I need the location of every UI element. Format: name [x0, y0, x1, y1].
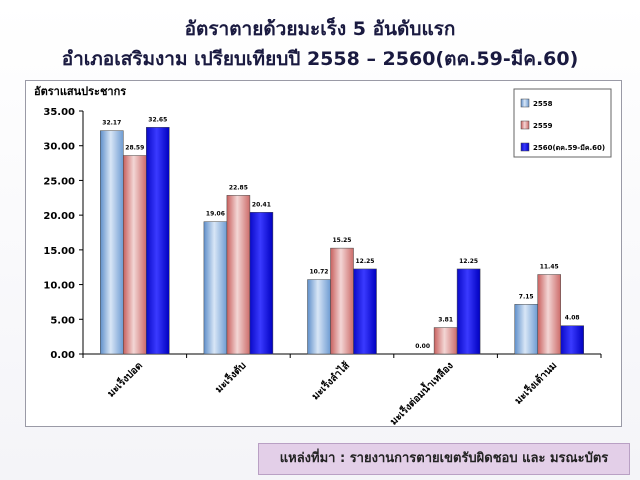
data-label: 12.25 [459, 258, 478, 265]
bar [433, 327, 458, 355]
data-label: 10.72 [310, 269, 329, 276]
data-label: 4.08 [565, 315, 580, 322]
bar [249, 212, 274, 355]
legend-swatch [520, 98, 530, 108]
bar [456, 268, 481, 355]
bar [537, 274, 561, 355]
data-label: 32.65 [148, 116, 167, 123]
slide-title: อัตราตายด้วยมะเร็ง 5 อันดับแรก [184, 18, 456, 40]
bar [514, 304, 538, 355]
bar [330, 247, 354, 355]
bar [307, 279, 331, 355]
data-label: 11.45 [540, 264, 559, 271]
data-label: 20.41 [252, 201, 271, 208]
y-tick-label: 30.00 [43, 142, 75, 153]
y-tick-label: 25.00 [43, 176, 75, 187]
data-label: 19.06 [206, 211, 225, 218]
bar [560, 325, 584, 355]
legend-box [513, 88, 612, 158]
chart-legend: 2558 2559 2560(ตค.59-มีค.60) [513, 88, 612, 158]
data-label: 7.15 [519, 293, 534, 300]
bar [203, 221, 228, 355]
bar [100, 130, 124, 355]
x-category-label: มะเร็งเต้านม [511, 358, 560, 407]
data-label: 32.17 [102, 120, 121, 127]
y-axis-label: อัตราแสนประชากร [34, 85, 126, 98]
legend-swatch [520, 120, 530, 130]
legend-label: 2560(ตค.59-มีค.60) [533, 144, 605, 152]
data-label: 22.85 [229, 184, 248, 191]
y-tick-label: 35.00 [43, 107, 75, 118]
bar-chart: อัตราแสนประชากร 0.00 5.00 10.00 15.00 20.00 2… [34, 85, 612, 428]
data-label: 0.00 [415, 343, 430, 350]
chart-frame: อัตราแสนประชากร 0.00 5.00 10.00 15.00 20.00 2… [25, 80, 622, 428]
data-label: 15.25 [333, 237, 352, 244]
y-tick-label: 20.00 [43, 211, 75, 222]
x-category-label: มะเร็งปอด [104, 358, 145, 399]
data-label: 28.59 [125, 145, 144, 152]
chart-bars: 32.17 28.59 32.65 19.06 22.85 20.41 10.72 15.25… [100, 116, 584, 355]
bar [353, 268, 377, 355]
x-category-label: มะเร็งตับ [211, 358, 248, 395]
bar [226, 195, 251, 355]
bar [123, 155, 147, 355]
legend-label: 2559 [533, 122, 553, 130]
y-tick-label: 15.00 [43, 246, 75, 257]
bar [146, 127, 170, 355]
legend-swatch [520, 142, 530, 152]
slide-subtitle: อำเภอเสริมงาม เปรียบเทียบปี 2558 – 2560(… [61, 48, 579, 70]
source-note: แหล่งที่มา : รายงานการตายเขตรับผิดชอบ แล… [258, 443, 630, 475]
x-category-label: มะเร็งต่อมน้ำเหลือง [386, 358, 456, 426]
y-tick-label: 10.00 [43, 281, 75, 292]
x-category-label: มะเร็งลำไส้ [308, 358, 353, 403]
data-label: 12.25 [356, 258, 375, 265]
legend-label: 2558 [533, 100, 553, 108]
y-tick-label: 0.00 [50, 350, 75, 361]
data-label: 3.81 [438, 317, 453, 324]
y-tick-label: 5.00 [50, 315, 75, 326]
